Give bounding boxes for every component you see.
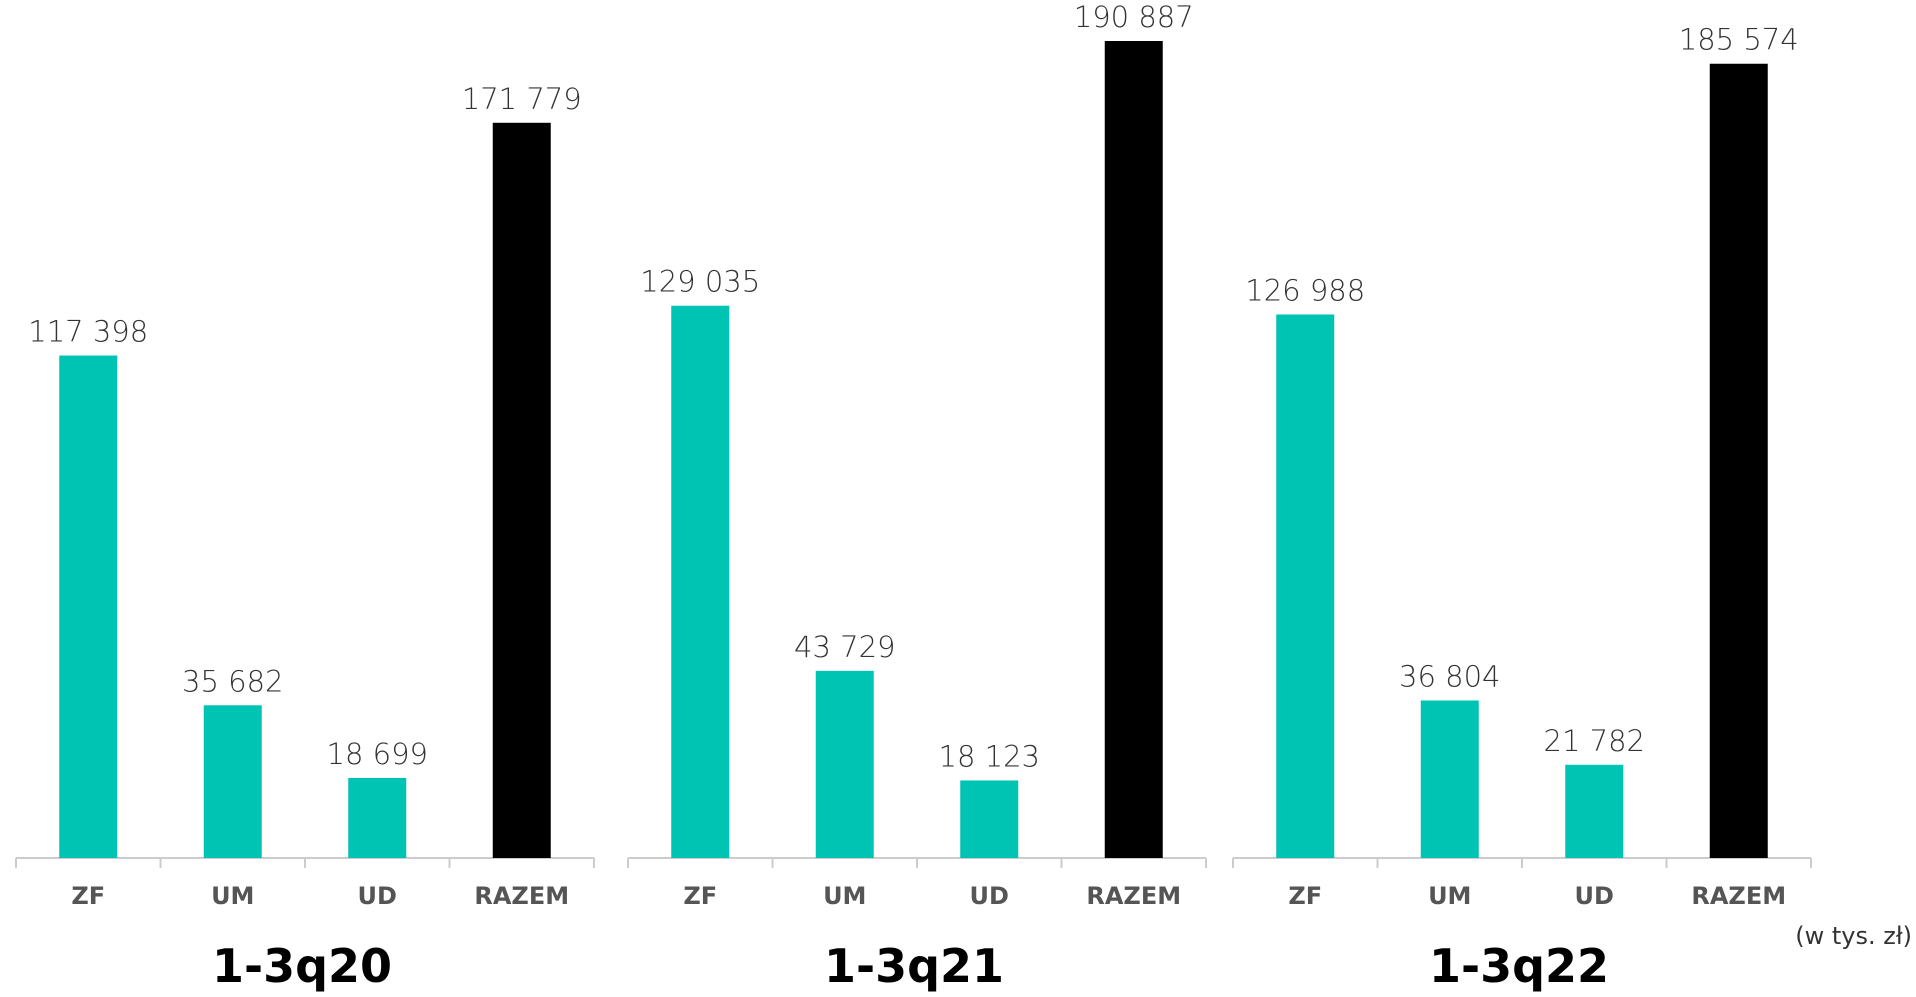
- bar-group-1-3q21: 129 035 ZF 43 729 UM 18 123 UD 190 887 RAZEM 1-3…: [627, 0, 1207, 993]
- data-label: 171 779: [462, 82, 582, 116]
- data-label: 43 729: [794, 630, 895, 664]
- data-label: 185 574: [1679, 23, 1799, 57]
- data-label: 35 682: [182, 664, 283, 698]
- data-label: 18 123: [939, 739, 1040, 773]
- bar-1-3q22-zf: [1276, 314, 1335, 858]
- bar-1-3q20-um: [203, 705, 262, 858]
- bar-1-3q20-zf: [59, 355, 118, 858]
- data-label: 190 887: [1074, 0, 1194, 34]
- group-label: 1-3q22: [1429, 939, 1609, 992]
- data-label: 129 035: [640, 265, 760, 299]
- data-label: 117 398: [28, 315, 148, 349]
- data-label: 126 988: [1245, 273, 1365, 307]
- category-tick-label: ZF: [71, 882, 105, 910]
- bar-1-3q22-um: [1420, 700, 1479, 858]
- bar-1-3q20-ud: [348, 777, 407, 858]
- bar-1-3q21-um: [815, 670, 874, 858]
- category-tick-label: UD: [358, 882, 397, 910]
- bar-1-3q21-ud: [960, 780, 1019, 858]
- bar-1-3q20-razem: [492, 122, 551, 859]
- bar-1-3q22-ud: [1565, 764, 1624, 858]
- category-tick-label: RAZEM: [474, 882, 569, 910]
- category-tick-label: RAZEM: [1691, 882, 1786, 910]
- data-label: 36 804: [1399, 659, 1500, 693]
- bar-1-3q21-zf: [671, 305, 730, 858]
- category-tick-label: UM: [1428, 882, 1471, 910]
- category-tick-label: UD: [1575, 882, 1614, 910]
- unit-note: (w tys. zł): [1795, 922, 1912, 950]
- bar-group-1-3q20: 117 398 ZF 35 682 UM 18 699 UD 171 779 RAZEM 1-3…: [15, 82, 595, 993]
- category-tick-label: UM: [211, 882, 254, 910]
- category-tick-label: UM: [823, 882, 866, 910]
- bar-1-3q21-razem: [1104, 41, 1163, 858]
- category-tick-label: ZF: [683, 882, 717, 910]
- data-label: 18 699: [327, 737, 428, 771]
- group-label: 1-3q20: [212, 939, 392, 992]
- category-tick-label: ZF: [1288, 882, 1322, 910]
- category-tick-label: UD: [970, 882, 1009, 910]
- bar-group-1-3q22: 126 988 ZF 36 804 UM 21 782 UD 185 574 RAZEM 1-3…: [1232, 23, 1812, 993]
- bar-1-3q22-razem: [1709, 63, 1768, 858]
- group-label: 1-3q21: [824, 939, 1004, 992]
- category-tick-label: RAZEM: [1086, 882, 1181, 910]
- data-label: 21 782: [1544, 724, 1645, 758]
